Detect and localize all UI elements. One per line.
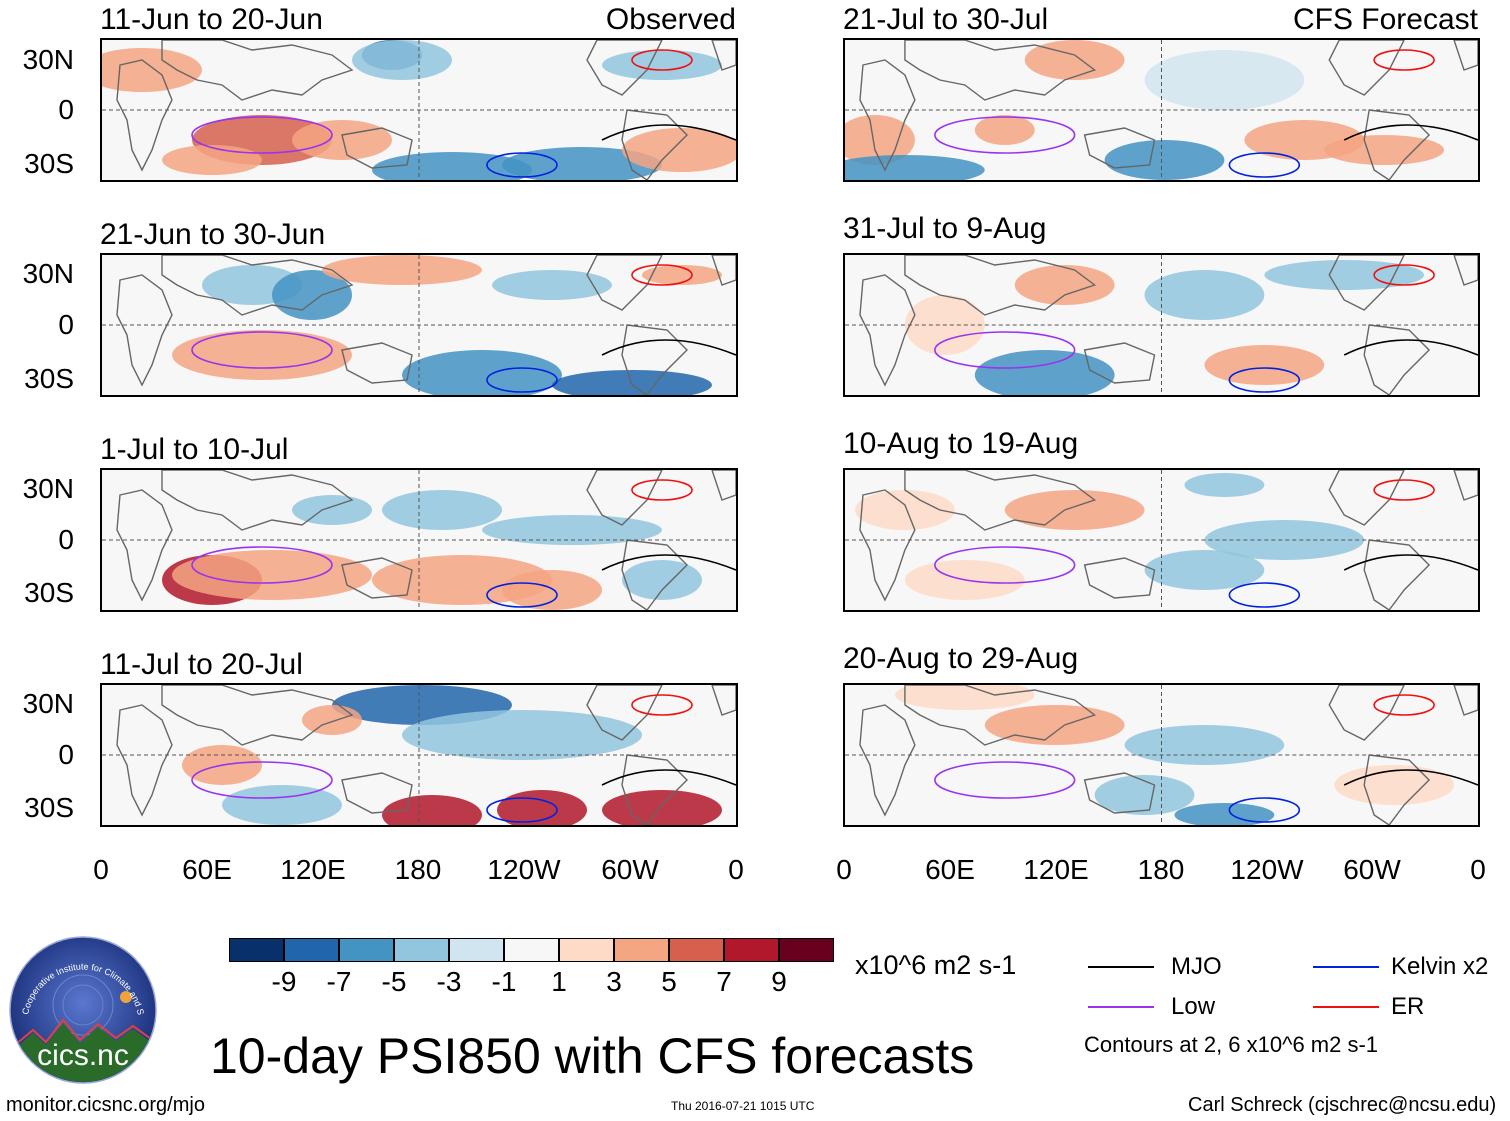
colorbar-box xyxy=(229,938,284,962)
xlab-360-left: 0 xyxy=(728,854,744,885)
xlab-120w-right: 120W xyxy=(1230,854,1304,885)
colorbar-box xyxy=(559,938,614,962)
logo-text: cics.nc xyxy=(37,1039,129,1072)
xlab-0-left: 0 xyxy=(93,854,109,885)
colorbar-label: 5 xyxy=(661,966,677,997)
panel-title-7: 10-Aug to 19-Aug xyxy=(843,427,1079,460)
colorbar-box xyxy=(284,938,339,962)
ylab-30n-3: 30N xyxy=(22,473,74,504)
xlab-0-right: 0 xyxy=(836,854,852,885)
map-panel-8 xyxy=(843,683,1480,827)
map-panel-2 xyxy=(100,253,738,397)
ylab-30s-2: 30S xyxy=(24,363,74,394)
footer-author: Carl Schreck (cjschrec@ncsu.edu) xyxy=(1188,1094,1497,1116)
map-panel-4 xyxy=(100,683,738,827)
panel-title-2: 21-Jun to 30-Jun xyxy=(100,218,326,251)
legend-line-kelvin xyxy=(1313,966,1379,968)
colorbar-label: -1 xyxy=(491,966,517,997)
xlab-360-right: 0 xyxy=(1470,854,1486,885)
colorbar-box xyxy=(669,938,724,962)
legend-line-low xyxy=(1088,1006,1154,1008)
xlab-60e-right: 60E xyxy=(925,854,975,885)
map-panel-1 xyxy=(100,38,738,182)
colorbar-label: -5 xyxy=(381,966,407,997)
colorbar-box xyxy=(504,938,559,962)
observed-label: Observed xyxy=(605,3,736,36)
xlab-60w-left: 60W xyxy=(601,854,659,885)
colorbar-box xyxy=(339,938,394,962)
ylab-30n-4: 30N xyxy=(22,688,74,719)
map-panel-5 xyxy=(843,38,1480,182)
panel-title-5: 21-Jul to 30-Jul xyxy=(843,3,1049,36)
xlab-180-right: 180 xyxy=(1137,854,1185,885)
ylab-30s-3: 30S xyxy=(24,577,74,608)
colorbar-label: -3 xyxy=(436,966,462,997)
xlab-60w-right: 60W xyxy=(1343,854,1401,885)
cfs-forecast-label: CFS Forecast xyxy=(1292,3,1478,36)
colorbar-unit: x10^6 m2 s-1 xyxy=(855,950,1017,980)
ylab-eq-3: 0 xyxy=(58,524,74,555)
colorbar-label: 9 xyxy=(771,966,787,997)
ylab-eq-2: 0 xyxy=(58,309,74,340)
map-panel-3 xyxy=(100,468,738,612)
colorbar-box xyxy=(394,938,449,962)
map-svg xyxy=(102,685,736,825)
legend-line-er xyxy=(1313,1006,1379,1008)
map-svg xyxy=(102,470,736,610)
colorbar-box xyxy=(614,938,669,962)
colorbar-box xyxy=(724,938,779,962)
cics-logo: Cooperative Institute for Climate and Sa… xyxy=(5,927,158,1085)
footer-url: monitor.cicsnc.org/mjo xyxy=(6,1094,205,1116)
map-panel-7 xyxy=(843,468,1480,612)
xlab-120e-left: 120E xyxy=(280,854,346,885)
map-svg xyxy=(102,255,736,395)
xlab-180-left: 180 xyxy=(394,854,442,885)
ylab-30s-4: 30S xyxy=(24,792,74,823)
colorbar-label: -7 xyxy=(326,966,352,997)
panel-title-3: 1-Jul to 10-Jul xyxy=(100,433,289,466)
panel-title-1: 11-Jun to 20-Jun xyxy=(100,3,323,36)
map-svg xyxy=(845,685,1478,825)
contours-note: Contours at 2, 6 x10^6 m2 s-1 xyxy=(1084,1032,1379,1057)
ylab-eq-4: 0 xyxy=(58,739,74,770)
ylab-30s-1: 30S xyxy=(24,148,74,179)
legend-kelvin: Kelvin x2 xyxy=(1391,953,1489,980)
footer-timestamp: Thu 2016-07-21 1015 UTC xyxy=(671,1099,815,1113)
main-title: 10-day PSI850 with CFS forecasts xyxy=(210,1028,975,1084)
colorbar-box xyxy=(779,938,834,962)
xlab-60e-left: 60E xyxy=(182,854,232,885)
legend-low: Low xyxy=(1171,993,1216,1020)
map-panel-6 xyxy=(843,253,1480,397)
panel-title-8: 20-Aug to 29-Aug xyxy=(843,642,1079,675)
colorbar-box xyxy=(449,938,504,962)
panel-title-4: 11-Jul to 20-Jul xyxy=(100,648,303,681)
legend-mjo: MJO xyxy=(1171,953,1222,980)
map-svg xyxy=(845,40,1478,180)
colorbar-label: 1 xyxy=(551,966,567,997)
map-svg xyxy=(845,470,1478,610)
ylab-eq-1: 0 xyxy=(58,94,74,125)
panel-title-6: 31-Jul to 9-Aug xyxy=(843,212,1047,245)
ylab-30n-2: 30N xyxy=(22,258,74,289)
map-svg xyxy=(102,40,736,180)
map-svg xyxy=(845,255,1478,395)
colorbar-label: -9 xyxy=(271,966,297,997)
xlab-120e-right: 120E xyxy=(1023,854,1089,885)
ylab-30n-1: 30N xyxy=(22,44,74,75)
colorbar-label: 3 xyxy=(606,966,622,997)
legend-er: ER xyxy=(1391,993,1425,1020)
colorbar-label: 7 xyxy=(716,966,732,997)
legend-line-mjo xyxy=(1088,966,1154,968)
xlab-120w-left: 120W xyxy=(487,854,561,885)
